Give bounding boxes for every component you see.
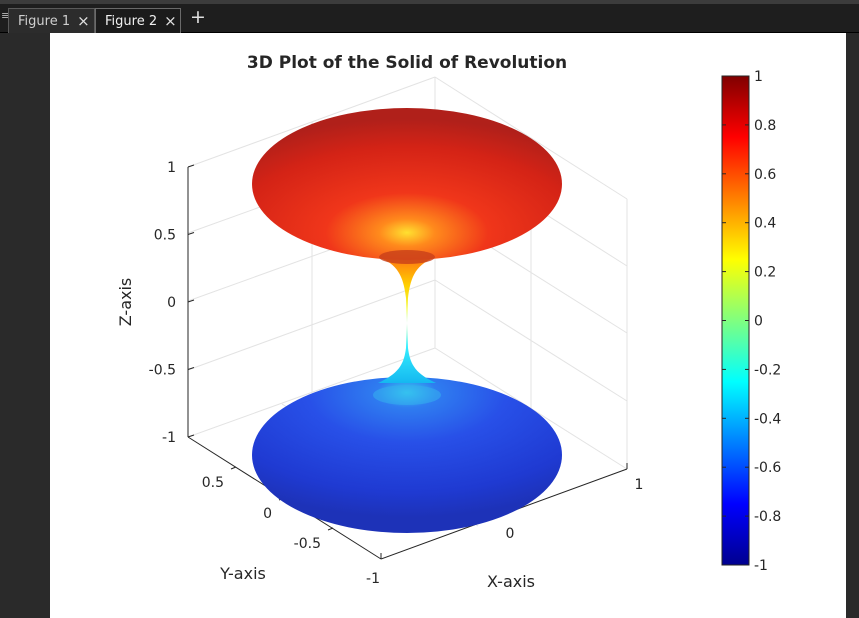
z-tick-label: 0	[167, 295, 176, 311]
surface-bottom-bowl	[252, 377, 562, 533]
z-axis-label: Z-axis	[116, 278, 135, 327]
surface-top-throat	[379, 250, 435, 264]
axis-ticks	[187, 164, 628, 559]
window-top-border	[0, 0, 859, 4]
colorbar-tick-label: -1	[754, 558, 768, 574]
menu-icon[interactable]: ≡	[1, 9, 11, 22]
z-tick-mark	[187, 299, 195, 303]
z-tick-mark	[187, 164, 195, 168]
tab-label: Figure 1	[18, 13, 71, 29]
surface-top-bowl	[252, 108, 562, 260]
window-edge	[846, 33, 859, 618]
colorbar	[721, 75, 750, 566]
tab-figure-1[interactable]: Figure 1 ×	[8, 8, 95, 33]
figure-canvas: 3D Plot of the Solid of Revolution X-axi…	[50, 33, 846, 618]
y-axis-label: Y-axis	[219, 564, 266, 583]
close-icon[interactable]: ×	[77, 12, 90, 30]
z-tick-label: 0.5	[154, 228, 176, 244]
colorbar-tick-label: -0.2	[754, 362, 781, 378]
y-tick-label: 0.5	[202, 475, 224, 491]
z-tick-label: 1	[167, 160, 176, 176]
x-tick-label: -1	[366, 571, 380, 587]
colorbar-tick-label: 0.6	[754, 167, 776, 183]
x-tick-label: 1	[635, 477, 644, 493]
figure-tab-bar: ≡ Figure 1 × Figure 2 × +	[0, 4, 859, 33]
z-tick-label: -1	[162, 430, 176, 446]
z-tick-mark	[187, 434, 195, 438]
colorbar-tick-label: 0.4	[754, 216, 776, 232]
y-tick-mark	[327, 527, 334, 531]
colorbar-ticks	[722, 75, 749, 566]
z-tick-mark	[187, 367, 195, 370]
x-axis-label: X-axis	[487, 572, 535, 591]
surface-bottom-shadow	[373, 385, 441, 405]
surface	[252, 108, 562, 533]
surface-plot[interactable]: 3D Plot of the Solid of Revolution X-axi…	[50, 33, 846, 618]
colorbar-tick-label: -0.4	[754, 411, 781, 427]
colorbar-tick-label: 0.8	[754, 118, 776, 134]
y-tick-label: -0.5	[294, 536, 321, 552]
chart-title: 3D Plot of the Solid of Revolution	[247, 53, 567, 73]
tab-label: Figure 2	[105, 13, 158, 29]
y-tick-label: 0	[263, 506, 272, 522]
tab-figure-2[interactable]: Figure 2 ×	[95, 8, 181, 33]
colorbar-tick-label: 1	[754, 69, 763, 85]
plus-icon[interactable]: +	[190, 6, 206, 28]
y-tick-mark	[230, 466, 237, 470]
colorbar-tick-label: -0.6	[754, 460, 781, 476]
colorbar-tick-label: 0	[754, 314, 763, 330]
colorbar-tick-label: 0.2	[754, 265, 776, 281]
close-icon[interactable]: ×	[164, 12, 177, 30]
x-tick-label: 0	[506, 526, 515, 542]
tick-labels: 1 0.5 0 -0.5 -1 0.5 0 -0.5 -1 0 1 1 0.8 0.6 0.4 0.2 0 -0.…	[149, 69, 782, 587]
z-tick-mark	[187, 232, 195, 235]
z-tick-label: -0.5	[149, 363, 176, 379]
colorbar-tick-label: -0.8	[754, 509, 781, 525]
surface-neck	[378, 258, 436, 383]
